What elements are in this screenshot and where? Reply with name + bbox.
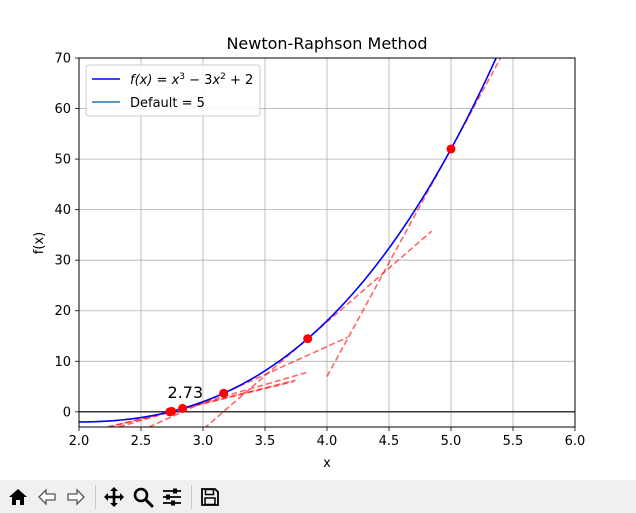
y-tick-label: 10: [54, 355, 71, 370]
x-tick-label: 2.0: [69, 434, 90, 449]
home-icon: [8, 488, 27, 505]
function-curve: [79, 58, 497, 423]
save-button[interactable]: [196, 483, 223, 510]
figure-canvas: Newton-Raphson Method 2.73 2.0 2.5 3.0 3.5 4…: [32, 34, 586, 471]
move-icon: [103, 486, 124, 507]
legend-entry-function: f(x) = x3 − 3x2 + 2: [130, 72, 253, 88]
legend-entry-default: Default = 5: [130, 96, 205, 111]
home-button[interactable]: [4, 483, 31, 510]
legend-frame: [85, 64, 261, 117]
forward-button[interactable]: [62, 483, 89, 510]
y-axis-ticks: 0 10 20 30 40 50 60 70: [54, 52, 79, 420]
iteration-point-6: [165, 407, 175, 417]
y-tick-label: 20: [54, 304, 71, 319]
x-tick-label: 3.5: [255, 434, 276, 449]
legend-entry-function-base: f(x) = x: [130, 73, 180, 88]
toolbar: [0, 480, 636, 513]
configure-button[interactable]: [158, 483, 185, 510]
x-tick-label: 4.5: [379, 434, 400, 449]
tangent-line-1: [326, 58, 502, 377]
zoom-button[interactable]: [129, 483, 156, 510]
chart-title: Newton-Raphson Method: [226, 34, 427, 53]
sliders-icon: [162, 488, 181, 505]
floppy-disk-icon: [200, 487, 219, 506]
legend-entry-function-exp: 3: [179, 72, 185, 82]
legend: f(x) = x3 − 3x2 + 2 Default = 5: [85, 64, 261, 117]
x-tick-label: 4.0: [317, 434, 338, 449]
function-curve-line: [79, 58, 497, 423]
x-tick-label: 3.0: [193, 434, 214, 449]
y-tick-label: 50: [54, 153, 71, 168]
x-tick-label: 2.5: [131, 434, 152, 449]
legend-entry-function-exp2: 2: [220, 72, 226, 82]
x-tick-label: 5.0: [441, 434, 462, 449]
iteration-points: [165, 144, 456, 417]
y-tick-label: 70: [54, 52, 71, 67]
toolbar-separator: [95, 484, 96, 509]
back-button[interactable]: [33, 483, 60, 510]
x-axis-label: x: [323, 456, 331, 471]
y-tick-label: 0: [63, 405, 71, 420]
iteration-point-1: [446, 144, 456, 154]
legend-entry-function-x2: x: [211, 73, 220, 88]
legend-entry-function-mid1: − 3: [185, 73, 212, 88]
arrow-left-icon: [37, 487, 56, 506]
y-tick-label: 30: [54, 254, 71, 269]
legend-entry-function-tail: + 2: [226, 73, 253, 88]
y-axis-label: f(x): [32, 232, 47, 254]
magnifier-icon: [133, 487, 153, 507]
y-tick-label: 60: [54, 102, 71, 117]
toolbar-separator: [191, 484, 192, 509]
pan-button[interactable]: [100, 483, 127, 510]
root-label: 2.73: [168, 383, 204, 402]
iteration-point-2: [303, 334, 313, 344]
iteration-point-3: [219, 388, 229, 398]
arrow-right-icon: [66, 487, 85, 506]
x-tick-label: 6.0: [565, 434, 586, 449]
y-tick-label: 40: [54, 203, 71, 218]
iteration-point-4: [178, 403, 188, 413]
x-tick-label: 5.5: [503, 434, 524, 449]
x-axis-ticks: 2.0 2.5 3.0 3.5 4.0 4.5 5.0 5.5 6.0: [69, 427, 586, 449]
